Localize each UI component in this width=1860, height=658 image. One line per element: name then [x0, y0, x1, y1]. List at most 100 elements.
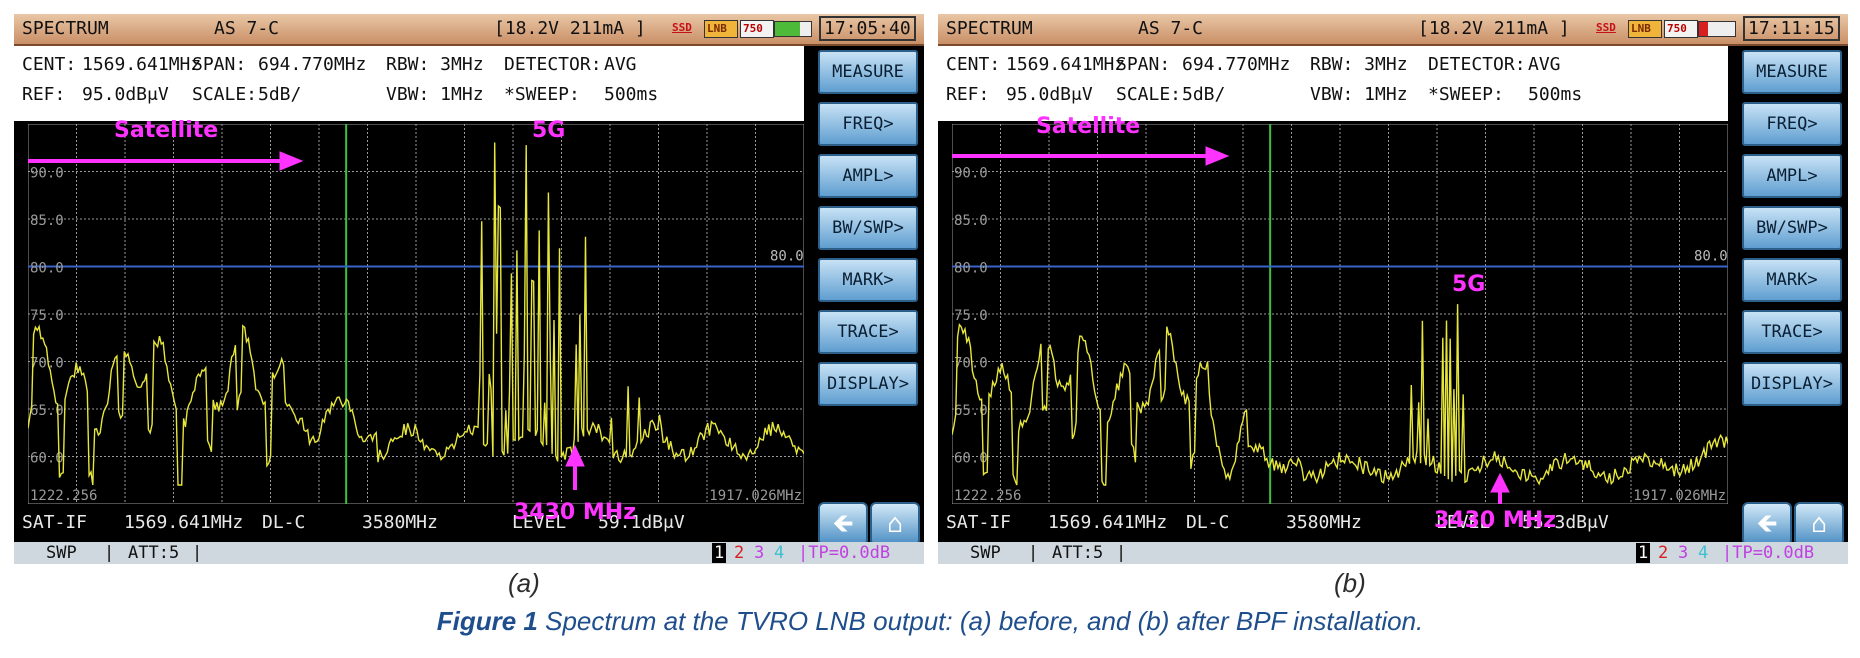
- band-readout: DL-C: [262, 512, 306, 533]
- measurement-params: CENT: 1569.641MHz SPAN: 694.770MHz RBW: …: [938, 46, 1728, 121]
- lnb-power-readout: [18.2V 211mA ]: [494, 18, 646, 39]
- y-tick-label: 75.0: [954, 308, 988, 324]
- rbw-value: RBW: 3MHz: [386, 54, 484, 75]
- freq-button[interactable]: FREQ>: [1742, 102, 1842, 146]
- y-tick-label: 85.0: [954, 213, 988, 229]
- home-icon: ⌂: [1811, 509, 1827, 539]
- level-label: LEVEL: [1436, 512, 1491, 533]
- reference-line-label: 80.0: [1694, 249, 1728, 265]
- ampl-button[interactable]: AMPL>: [1742, 154, 1842, 198]
- attenuation-status: ATT:5: [1052, 543, 1104, 563]
- analyzer-screen-b: SPECTRUM AS 7-C [18.2V 211mA ] SSD LNB 7…: [938, 14, 1848, 564]
- ampl-button[interactable]: AMPL>: [818, 154, 918, 198]
- clock: 17:11:15: [1743, 16, 1840, 41]
- trace-button[interactable]: TRACE>: [1742, 310, 1842, 354]
- span-value: 694.770MHz: [1182, 54, 1291, 75]
- lnb-icon: LNB: [704, 20, 738, 38]
- spectrum-plot[interactable]: 80.0 90.0 85.0 80.0 75.0 70.0 65.0 60.0 1222.256…: [952, 124, 1728, 504]
- 5g-annotation: 5G: [532, 118, 566, 143]
- 5g-annotation: 5G: [1452, 272, 1486, 297]
- trace-1-indicator[interactable]: 1: [1636, 543, 1651, 563]
- sweep-label: *SWEEP:: [504, 84, 580, 105]
- scale-value: 5dB/: [258, 84, 302, 105]
- lo-readout: 3580MHz: [362, 512, 438, 533]
- spectrum-trace: [952, 304, 1728, 486]
- mark-button[interactable]: MARK>: [1742, 258, 1842, 302]
- y-tick-label: 75.0: [30, 308, 64, 324]
- 750-icon: 750: [1664, 20, 1698, 38]
- cent-label: CENT:: [946, 54, 1001, 75]
- trace-1-indicator[interactable]: 1: [712, 543, 727, 563]
- figure-label: Figure 1: [436, 606, 538, 636]
- scale-label: SCALE:: [192, 84, 258, 105]
- bw-swp-button[interactable]: BW/SWP>: [1742, 206, 1842, 250]
- ssd-icon: SSD: [1596, 21, 1616, 34]
- trace-2-indicator[interactable]: 2: [734, 543, 745, 563]
- 750-icon: 750: [740, 20, 774, 38]
- sweep-status: SWP: [970, 543, 1001, 563]
- cent-label: CENT:: [22, 54, 77, 75]
- clock: 17:05:40: [819, 16, 916, 41]
- span-label: SPAN:: [192, 54, 247, 75]
- status-bar: SWP | ATT:5 | 1 2 3 4 |TP=0.0dB: [14, 542, 924, 564]
- freq-button[interactable]: FREQ>: [818, 102, 918, 146]
- mode-readout: SAT-IF: [946, 512, 1012, 533]
- stop-freq-label: 1917.026MHz: [1633, 488, 1726, 504]
- title-bar: SPECTRUM AS 7-C [18.2V 211mA ] SSD LNB 7…: [14, 14, 924, 46]
- satellite-name: AS 7-C: [214, 18, 280, 39]
- lnb-icon: LNB: [1628, 20, 1662, 38]
- cent-value: 1569.641MHz: [82, 54, 202, 75]
- mode-readout: SAT-IF: [22, 512, 88, 533]
- y-tick-label: 90.0: [30, 166, 64, 182]
- title-bar: SPECTRUM AS 7-C [18.2V 211mA ] SSD LNB 7…: [938, 14, 1848, 46]
- display-button[interactable]: DISPLAY>: [818, 362, 918, 406]
- measure-button[interactable]: MEASURE: [818, 50, 918, 94]
- span-value: 694.770MHz: [258, 54, 367, 75]
- y-tick-label: 70.0: [30, 356, 64, 372]
- display-button[interactable]: DISPLAY>: [1742, 362, 1842, 406]
- figure-caption: Figure 1 Spectrum at the TVRO LNB output…: [0, 606, 1860, 637]
- y-tick-label: 60.0: [954, 451, 988, 467]
- trace-4-indicator[interactable]: 4: [1698, 543, 1709, 563]
- trace-3-indicator[interactable]: 3: [1678, 543, 1689, 563]
- back-button[interactable]: 🡸: [818, 502, 868, 546]
- ssd-icon: SSD: [672, 21, 692, 34]
- spectrum-plot[interactable]: 80.0 90.0 85.0 80.0 75.0 70.0 65.0 60.0 1222.256…: [28, 124, 804, 504]
- figure-text: Spectrum at the TVRO LNB output: (a) bef…: [537, 606, 1424, 636]
- analyzer-screen-a: SPECTRUM AS 7-C [18.2V 211mA ] SSD LNB 7…: [14, 14, 924, 564]
- y-tick-label: 90.0: [954, 166, 988, 182]
- ref-value: 95.0dBμV: [1006, 84, 1093, 105]
- arrow-left-icon: 🡸: [1756, 509, 1778, 539]
- ref-value: 95.0dBμV: [82, 84, 169, 105]
- app-title: SPECTRUM: [946, 18, 1033, 39]
- trace-3-indicator[interactable]: 3: [754, 543, 765, 563]
- center-freq-readout: 1569.641MHz: [124, 512, 244, 533]
- trace-2-indicator[interactable]: 2: [1658, 543, 1669, 563]
- home-button[interactable]: ⌂: [870, 502, 920, 546]
- detector-label: DETECTOR:: [504, 54, 602, 75]
- back-button[interactable]: 🡸: [1742, 502, 1792, 546]
- tp-readout: |TP=0.0dB: [1722, 543, 1815, 563]
- status-divider: |: [1116, 543, 1127, 563]
- trace-4-indicator[interactable]: 4: [774, 543, 785, 563]
- mark-button[interactable]: MARK>: [818, 258, 918, 302]
- measure-button[interactable]: MEASURE: [1742, 50, 1842, 94]
- sweep-status: SWP: [46, 543, 77, 563]
- stop-freq-label: 1917.026MHz: [709, 488, 802, 504]
- y-tick-label: 85.0: [30, 213, 64, 229]
- start-freq-label: 1222.256: [954, 488, 1021, 504]
- level-label: LEVEL: [512, 512, 567, 533]
- spectrum-svg: 80.0 90.0 85.0 80.0 75.0 70.0 65.0 60.0 1222.256…: [28, 124, 804, 504]
- rbw-value: RBW: 3MHz: [1310, 54, 1408, 75]
- lnb-power-readout: [18.2V 211mA ]: [1418, 18, 1570, 39]
- satellite-name: AS 7-C: [1138, 18, 1204, 39]
- home-icon: ⌂: [887, 509, 903, 539]
- readout-bar: SAT-IF 1569.641MHz DL-C 3580MHz LEVEL 59…: [14, 506, 804, 542]
- freq-annotation: 3430 MHz: [1434, 508, 1556, 533]
- readout-bar: SAT-IF 1569.641MHz DL-C 3580MHz LEVEL 55…: [938, 506, 1728, 542]
- bw-swp-button[interactable]: BW/SWP>: [818, 206, 918, 250]
- home-button[interactable]: ⌂: [1794, 502, 1844, 546]
- vbw-value: VBW: 1MHz: [1310, 84, 1408, 105]
- battery-icon: [774, 21, 812, 37]
- trace-button[interactable]: TRACE>: [818, 310, 918, 354]
